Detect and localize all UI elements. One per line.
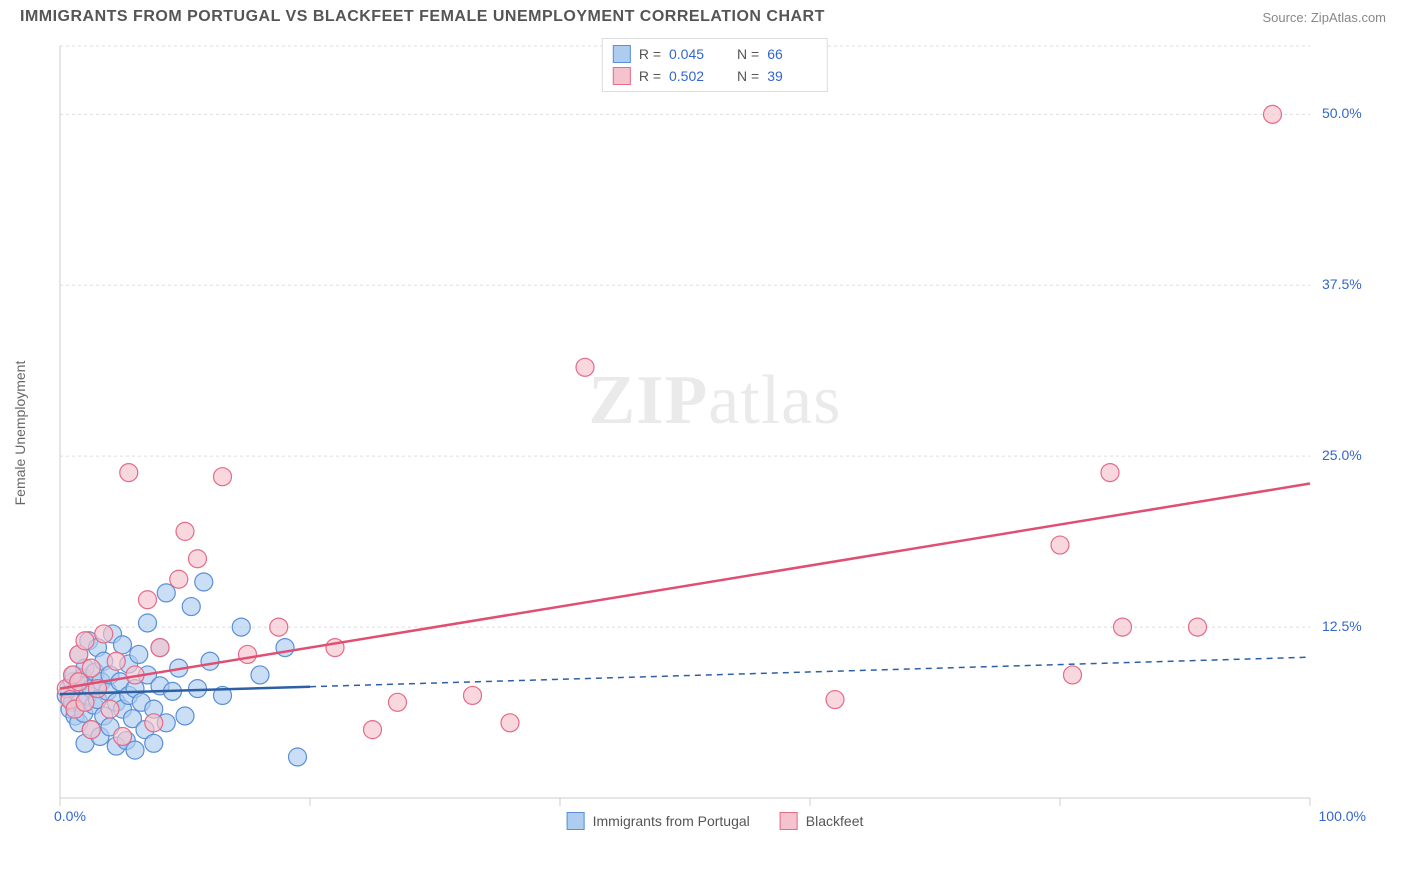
chart-title: IMMIGRANTS FROM PORTUGAL VS BLACKFEET FE…: [20, 8, 825, 26]
legend-correlation-row: R =0.045N =66: [613, 43, 817, 65]
source-attribution: Source: ZipAtlas.com: [1262, 10, 1386, 25]
legend-swatch: [613, 67, 631, 85]
legend-swatch: [780, 812, 798, 830]
legend-series-item: Blackfeet: [780, 812, 864, 830]
axis-tick-label: 100.0%: [1319, 808, 1366, 824]
axis-tick-label: 25.0%: [1322, 447, 1362, 463]
y-axis-label: Female Unemployment: [12, 361, 28, 506]
chart-container: Female Unemployment ZIPatlas R =0.045N =…: [50, 38, 1380, 828]
axis-tick-label: 12.5%: [1322, 618, 1362, 634]
scatter-plot: [50, 38, 1380, 828]
series-legend: Immigrants from Portugal Blackfeet: [561, 812, 870, 830]
correlation-legend: R =0.045N =66R =0.502N =39: [602, 38, 828, 92]
axis-tick-label: 50.0%: [1322, 105, 1362, 121]
legend-swatch: [567, 812, 585, 830]
axis-tick-label: 0.0%: [54, 808, 86, 824]
legend-swatch: [613, 45, 631, 63]
axis-tick-label: 37.5%: [1322, 276, 1362, 292]
legend-correlation-row: R =0.502N =39: [613, 65, 817, 87]
legend-series-item: Immigrants from Portugal: [567, 812, 750, 830]
